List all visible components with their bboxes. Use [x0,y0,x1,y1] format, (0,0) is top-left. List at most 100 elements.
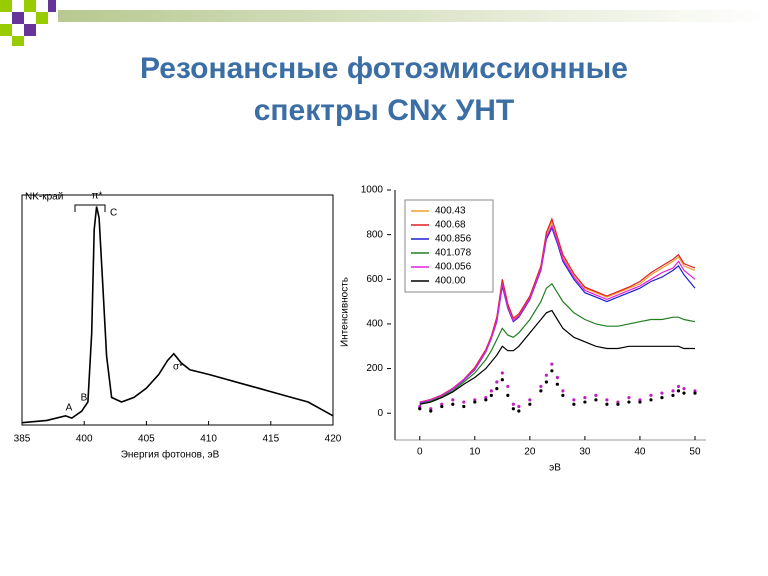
bracket [74,204,106,212]
slide-title: спектры CNx УНТ [254,94,514,127]
data-point [462,404,466,409]
data-point [616,402,620,406]
data-point [583,395,587,400]
data-point [495,387,499,391]
data-point [638,400,642,404]
data-point [528,398,532,402]
data-line [419,224,696,404]
data-point [418,404,422,409]
data-point [649,398,653,402]
data-point [572,398,576,402]
data-point [676,384,681,389]
data-point [473,400,477,404]
data-point [555,375,559,380]
decoration [0,0,768,46]
plot-frame [21,194,334,426]
data-point [594,398,598,402]
x-tick-label: 410 [200,434,217,445]
annotation: B [81,393,88,404]
data-point [440,402,444,406]
data-point [473,398,477,402]
data-line [21,206,334,424]
data-point [555,382,559,386]
data-point [693,391,697,395]
data-point [429,409,433,413]
x-axis-label: эВ [549,463,561,474]
y-tick-label: 400 [366,319,383,330]
legend-label: 400.00 [435,276,466,287]
legend-label: 400.43 [435,206,466,217]
data-point [517,404,521,409]
legend-label: 400.68 [435,220,466,231]
data-point [517,409,521,413]
y-tick-label: 200 [366,363,383,374]
data-point [418,407,422,411]
data-point [682,387,686,391]
data-point [544,373,548,377]
x-tick-label: 40 [634,447,646,458]
x-tick-label: 20 [524,447,536,458]
x-tick-label: 10 [469,447,481,458]
annotation: A [66,403,73,414]
data-point [484,398,488,402]
data-point [605,398,609,402]
legend-box [404,199,494,293]
legend-label: 401.078 [435,248,472,259]
x-tick-label: 0 [417,447,423,458]
data-line [419,217,696,403]
data-point [429,407,433,411]
data-point [583,400,587,404]
data-point [500,378,504,382]
data-point [638,398,642,402]
y-tick-label: 0 [377,408,383,419]
annotation: NK-край [25,192,63,203]
annotation: C [110,208,117,219]
data-point [544,380,548,384]
data-point [550,362,554,366]
annotation: σ* [173,362,183,373]
data-point [511,407,515,411]
data-point [671,393,675,397]
data-point [539,384,543,389]
data-point [550,369,554,373]
data-point [671,389,675,393]
data-point [511,402,515,406]
x-tick-label: 420 [325,434,342,445]
data-point [451,398,455,402]
x-tick-label: 400 [76,434,93,445]
data-point [489,389,493,393]
data-point [682,391,686,395]
data-point [561,389,565,393]
legend-label: 400.856 [435,234,472,245]
data-point [495,380,499,384]
x-tick-label: 405 [138,434,155,445]
y-tick-label: 600 [366,274,383,285]
data-point [649,393,653,397]
data-point [693,389,697,393]
data-point [605,402,609,406]
x-axis-label: Энергия фотонов, эВ [121,449,220,461]
x-tick-label: 415 [262,434,279,445]
data-point [594,393,598,397]
data-point [660,391,664,395]
x-tick-label: 50 [689,447,701,458]
data-point [489,393,493,397]
data-point [506,393,510,397]
y-axis-label: Интенсивность [340,277,351,347]
data-point [506,384,510,389]
data-line [419,309,695,405]
data-point [539,389,543,393]
annotation: π* [92,191,103,202]
data-point [561,393,565,397]
data-point [572,402,576,406]
data-point [440,404,444,409]
x-tick-label: 30 [579,447,591,458]
data-point [451,402,455,406]
y-tick-label: 800 [366,229,383,240]
data-line [419,282,696,405]
data-point [676,389,681,393]
data-point [528,402,532,406]
y-tick-label: 1000 [361,185,384,196]
x-tick-label: 385 [14,434,31,445]
